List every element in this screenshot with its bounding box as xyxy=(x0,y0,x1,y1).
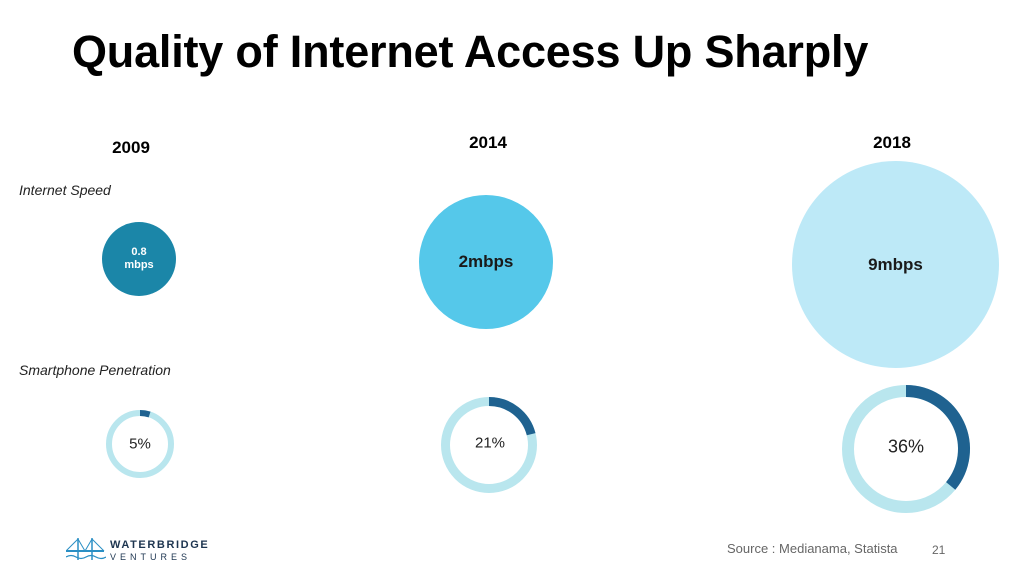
penetration-donut-2018 xyxy=(842,385,970,513)
page-number: 21 xyxy=(932,543,946,557)
internet-speed-label: Internet Speed xyxy=(19,182,111,198)
logo-wordmark: WATERBRIDGE xyxy=(110,539,210,551)
speed-unit-2009: mbps xyxy=(124,259,154,271)
penetration-value-2014: 21% xyxy=(474,434,506,452)
speed-bubble-2014: 2mbps xyxy=(419,195,553,329)
logo-subtitle: VENTURES xyxy=(110,552,192,562)
speed-value-2014: 2mbps xyxy=(458,252,514,271)
speed-value-2009: 0.8 xyxy=(131,246,147,258)
penetration-donut-2014 xyxy=(441,397,537,493)
bridge-icon xyxy=(66,538,106,560)
speed-bubble-2009: 0.8 mbps xyxy=(102,222,176,296)
slide-title: Quality of Internet Access Up Sharply xyxy=(72,26,869,77)
penetration-donut-2009 xyxy=(106,410,174,478)
year-label-2014: 2014 xyxy=(469,133,507,152)
year-label-2009: 2009 xyxy=(112,138,150,157)
smartphone-penetration-label: Smartphone Penetration xyxy=(19,362,171,378)
speed-value-2018: 9mbps xyxy=(868,254,923,274)
speed-bubble-2018: 9mbps xyxy=(792,161,999,368)
penetration-value-2018: 36% xyxy=(887,436,925,457)
donut-fill-2009 xyxy=(139,410,151,418)
source-note: Source : Medianama, Statista xyxy=(727,541,898,556)
donut-fill-2014 xyxy=(488,397,536,436)
penetration-value-2009: 5% xyxy=(129,435,151,453)
donut-fill-2018 xyxy=(905,385,970,490)
year-label-2018: 2018 xyxy=(873,133,911,152)
